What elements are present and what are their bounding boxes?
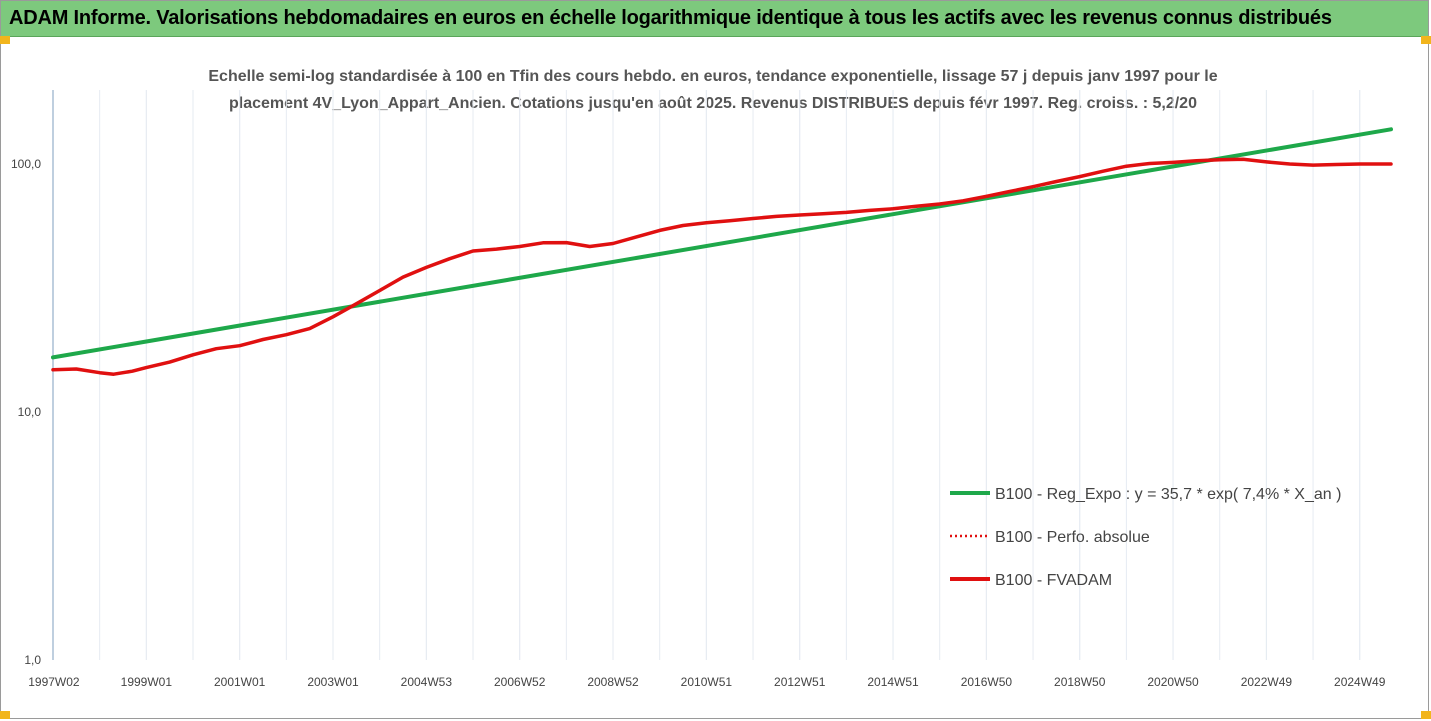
y-axis-ticks: 1,0 10,0 100,0 bbox=[11, 157, 41, 667]
series-line-2 bbox=[51, 157, 1393, 376]
corner-marker-top-left bbox=[0, 36, 10, 44]
series-lines bbox=[51, 127, 1393, 376]
legend-label-1: B100 - Perfo. absolue bbox=[995, 529, 1150, 546]
chart-subtitle-line2: placement 4V_Lyon_Appart_Ancien. Cotatio… bbox=[229, 95, 1197, 112]
x-tick-label: 2012W51 bbox=[774, 675, 826, 689]
y-tick-label: 10,0 bbox=[18, 405, 42, 419]
y-tick-label: 1,0 bbox=[24, 653, 41, 667]
legend-label-2: B100 - FVADAM bbox=[995, 572, 1112, 589]
title-banner: ADAM Informe. Valorisations hebdomadaire… bbox=[1, 1, 1428, 37]
legend: B100 - Reg_Expo : y = 35,7 * exp( 7,4% *… bbox=[950, 486, 1341, 589]
x-tick-label: 2018W50 bbox=[1054, 675, 1106, 689]
corner-marker-bottom-right bbox=[1421, 711, 1431, 719]
x-tick-label: 2024W49 bbox=[1334, 675, 1386, 689]
x-tick-label: 2020W50 bbox=[1147, 675, 1199, 689]
x-tick-label: 2016W50 bbox=[961, 675, 1013, 689]
x-tick-label: 2008W52 bbox=[587, 675, 639, 689]
x-tick-label: 2004W53 bbox=[401, 675, 453, 689]
y-tick-label: 100,0 bbox=[11, 157, 41, 171]
corner-marker-bottom-left bbox=[0, 711, 10, 719]
x-tick-label: 2010W51 bbox=[681, 675, 733, 689]
series-line-0 bbox=[51, 127, 1393, 360]
x-tick-label: 1997W02 bbox=[28, 675, 80, 689]
x-tick-label: 2022W49 bbox=[1241, 675, 1293, 689]
x-tick-label: 2006W52 bbox=[494, 675, 546, 689]
legend-label-0: B100 - Reg_Expo : y = 35,7 * exp( 7,4% *… bbox=[995, 486, 1341, 503]
x-tick-label: 2003W01 bbox=[307, 675, 359, 689]
grid-lines bbox=[99, 90, 1361, 660]
x-tick-label: 2014W51 bbox=[867, 675, 919, 689]
chart-subtitle-line1: Echelle semi-log standardisée à 100 en T… bbox=[208, 68, 1217, 85]
corner-marker-top-right bbox=[1421, 36, 1431, 44]
x-axis-ticks: 1997W02 1999W01 2001W01 2003W01 2004W53 2006W… bbox=[28, 675, 1385, 689]
banner-title: ADAM Informe. Valorisations hebdomadaire… bbox=[9, 7, 1332, 29]
x-tick-label: 2001W01 bbox=[214, 675, 266, 689]
x-tick-label: 1999W01 bbox=[121, 675, 173, 689]
